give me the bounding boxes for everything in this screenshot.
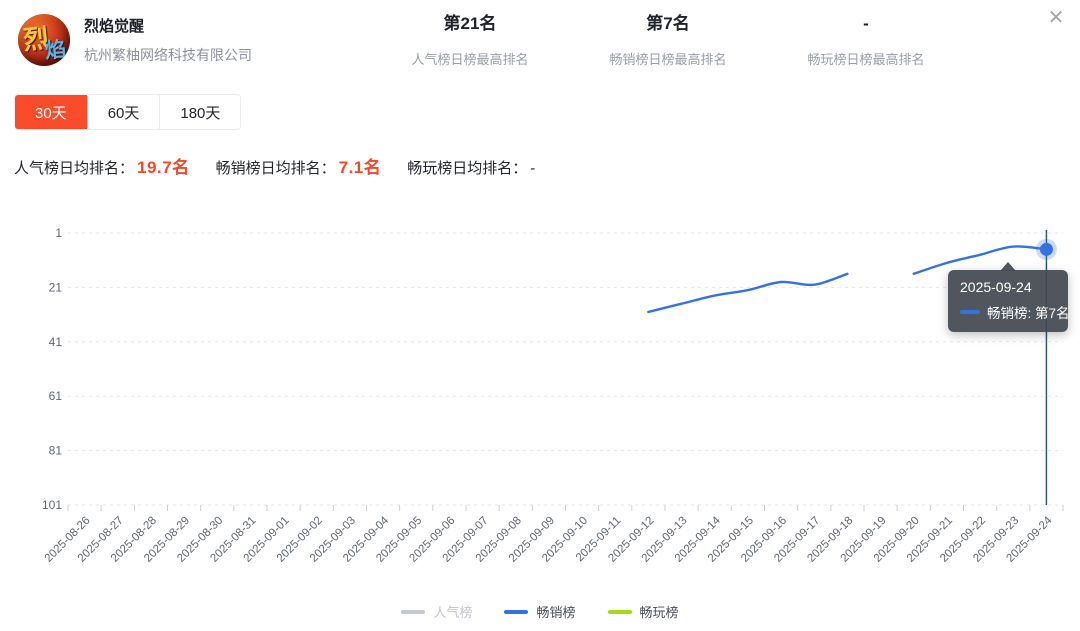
svg-text:61: 61	[49, 389, 63, 403]
svg-text:1: 1	[55, 226, 62, 240]
daily-avg-value: 19.7名	[137, 158, 190, 177]
tab-180-days[interactable]: 180天	[159, 95, 241, 129]
daily-avg-value: -	[530, 160, 536, 177]
game-icon-glyph-2: 焰	[44, 38, 67, 63]
chart-legend: 人气榜 畅销榜 畅玩榜	[0, 602, 1080, 621]
game-icon: 烈 焰	[18, 14, 70, 66]
stat-value: -	[863, 14, 869, 33]
legend-swatch	[504, 609, 529, 614]
daily-avg-label: 人气榜日均排名：	[14, 160, 135, 177]
svg-text:101: 101	[42, 498, 62, 512]
svg-text:41: 41	[49, 335, 63, 349]
game-company: 杭州繁柚网络科技有限公司	[84, 47, 252, 63]
tab-30-days[interactable]: 30天	[15, 95, 87, 129]
tab-60-days[interactable]: 60天	[86, 95, 160, 129]
stat-label: 畅玩榜日榜最高排名	[807, 52, 925, 67]
stat-value: 第21名	[443, 14, 497, 33]
stat-grossing-best: 第7名 畅销榜日榜最高排名	[609, 13, 726, 68]
legend-label: 畅玩榜	[639, 605, 679, 620]
stat-free-best: - 畅玩榜日榜最高排名	[807, 13, 924, 68]
legend-label: 人气榜	[433, 605, 473, 620]
svg-text:21: 21	[49, 280, 63, 294]
stat-label: 畅销榜日榜最高排名	[609, 52, 727, 67]
tooltip-series-swatch	[960, 310, 980, 314]
legend-swatch	[607, 609, 632, 614]
legend-item-popularity[interactable]: 人气榜	[401, 602, 472, 621]
chart-tooltip: 2025-09-24 畅销榜: 第7名	[948, 262, 1070, 332]
svg-text:81: 81	[49, 444, 63, 458]
game-title: 烈焰觉醒	[84, 18, 145, 35]
period-tabs: 30天 60天 180天	[14, 94, 242, 130]
daily-avg-free: 畅玩榜日均排名： -	[407, 157, 535, 178]
tooltip-date: 2025-09-24	[960, 279, 1032, 295]
daily-avg-popularity: 人气榜日均排名： 19.7名	[14, 153, 190, 178]
daily-average-stats: 人气榜日均排名： 19.7名 畅销榜日均排名： 7.1名 畅玩榜日均排名： -	[14, 153, 535, 178]
legend-label: 畅销榜	[536, 605, 576, 620]
daily-avg-label: 畅玩榜日均排名：	[407, 160, 528, 177]
close-icon[interactable]: ✕	[1047, 5, 1065, 29]
tooltip-value: 畅销榜: 第7名	[987, 306, 1070, 321]
daily-avg-value: 7.1名	[338, 158, 382, 177]
stat-label: 人气榜日榜最高排名	[411, 52, 529, 67]
game-info: 烈 焰 烈焰觉醒 杭州繁柚网络科技有限公司	[18, 14, 252, 66]
legend-swatch	[401, 609, 426, 614]
daily-avg-grossing: 畅销榜日均排名： 7.1名	[216, 153, 382, 178]
daily-avg-label: 畅销榜日均排名：	[215, 160, 336, 177]
stat-popularity-best: 第21名 人气榜日榜最高排名	[411, 13, 528, 68]
legend-item-grossing[interactable]: 畅销榜	[504, 602, 576, 621]
legend-item-free[interactable]: 畅玩榜	[607, 602, 679, 621]
stat-value: 第7名	[646, 14, 690, 33]
